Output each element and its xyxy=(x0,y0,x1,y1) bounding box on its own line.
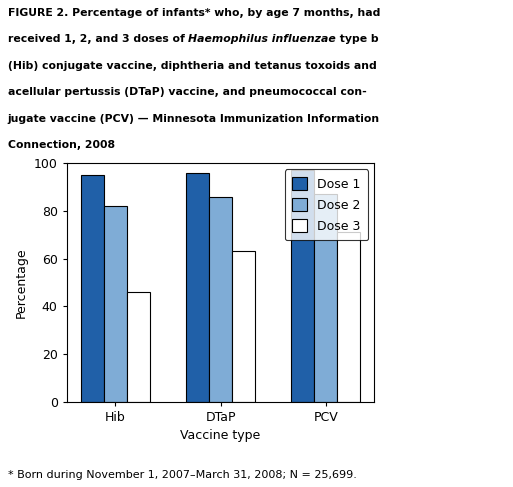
Bar xyxy=(232,251,255,402)
Text: FIGURE 2. Percentage of infants* who, by age 7 months, had: FIGURE 2. Percentage of infants* who, by… xyxy=(8,8,380,18)
Text: Connection, 2008: Connection, 2008 xyxy=(8,140,115,150)
Bar xyxy=(127,292,150,402)
Bar xyxy=(314,194,338,402)
Text: (Hib) conjugate vaccine, diphtheria and tetanus toxoids and: (Hib) conjugate vaccine, diphtheria and … xyxy=(8,61,377,71)
Text: type b: type b xyxy=(336,34,379,44)
Bar xyxy=(81,175,104,402)
Text: jugate vaccine (PCV) — Minnesota Immunization Information: jugate vaccine (PCV) — Minnesota Immuniz… xyxy=(8,114,380,124)
Bar xyxy=(186,173,209,402)
Legend: Dose 1, Dose 2, Dose 3: Dose 1, Dose 2, Dose 3 xyxy=(285,169,368,240)
X-axis label: Vaccine type: Vaccine type xyxy=(181,430,261,442)
Bar xyxy=(338,232,361,402)
Bar xyxy=(291,170,314,402)
Text: received 1, 2, and 3 doses of: received 1, 2, and 3 doses of xyxy=(8,34,188,44)
Bar xyxy=(104,206,127,402)
Text: * Born during November 1, 2007–March 31, 2008; N = 25,699.: * Born during November 1, 2007–March 31,… xyxy=(8,469,357,480)
Text: Haemophilus influenzae: Haemophilus influenzae xyxy=(188,34,336,44)
Text: acellular pertussis (DTaP) vaccine, and pneumococcal con-: acellular pertussis (DTaP) vaccine, and … xyxy=(8,87,366,97)
Bar xyxy=(209,197,232,402)
Y-axis label: Percentage: Percentage xyxy=(15,247,28,318)
